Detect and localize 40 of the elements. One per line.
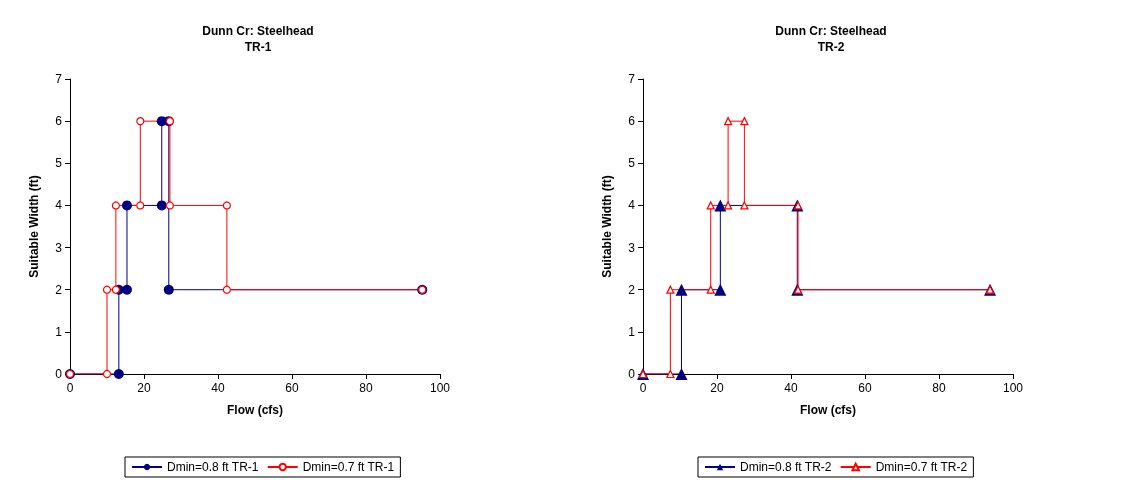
x-tick-label: 60 bbox=[858, 381, 872, 395]
chart-subtitle: TR-1 bbox=[244, 40, 272, 54]
y-tick-label: 4 bbox=[55, 198, 63, 213]
chart-subtitle: TR-2 bbox=[817, 40, 845, 54]
x-tick-label: 100 bbox=[1002, 381, 1024, 395]
y-tick-label: 5 bbox=[628, 156, 636, 171]
x-tick-label: 20 bbox=[710, 381, 724, 395]
y-tick-label: 3 bbox=[628, 240, 636, 255]
chart-title: Dunn Cr: Steelhead bbox=[775, 24, 887, 38]
x-tick-label: 60 bbox=[285, 381, 299, 395]
legend-label: Dmin=0.7 ft TR-2 bbox=[875, 460, 968, 474]
y-tick-label: 1 bbox=[55, 324, 63, 339]
legend-label: Dmin=0.8 ft TR-1 bbox=[167, 460, 259, 474]
y-tick-label: 7 bbox=[628, 72, 636, 86]
x-axis-title: Flow (cfs) bbox=[227, 403, 283, 417]
y-tick-label: 5 bbox=[55, 156, 63, 171]
y-tick-label: 6 bbox=[55, 114, 63, 129]
y-tick-label: 0 bbox=[628, 367, 636, 381]
chart-title: Dunn Cr: Steelhead bbox=[202, 24, 314, 38]
y-tick-label: 4 bbox=[628, 198, 636, 213]
y-tick-label: 0 bbox=[55, 367, 63, 381]
y-tick-label: 1 bbox=[628, 324, 636, 339]
x-tick-label: 80 bbox=[932, 381, 946, 395]
x-axis-title: Flow (cfs) bbox=[800, 403, 856, 417]
y-tick-label: 7 bbox=[55, 72, 63, 86]
y-tick-label: 3 bbox=[55, 240, 63, 255]
x-tick-label: 40 bbox=[211, 381, 225, 395]
legend-label: Dmin=0.8 ft TR-2 bbox=[740, 460, 832, 474]
x-tick-label: 100 bbox=[429, 381, 451, 395]
legend-label: Dmin=0.7 ft TR-1 bbox=[302, 460, 395, 474]
y-axis-title: Suitable Width (ft) bbox=[27, 175, 41, 278]
y-tick-label: 2 bbox=[628, 282, 636, 297]
y-tick-label: 2 bbox=[55, 282, 63, 297]
x-tick-label: 0 bbox=[66, 381, 74, 395]
x-tick-label: 40 bbox=[784, 381, 798, 395]
x-tick-label: 0 bbox=[639, 381, 647, 395]
x-tick-label: 20 bbox=[137, 381, 151, 395]
y-tick-label: 6 bbox=[628, 114, 636, 129]
x-tick-label: 80 bbox=[359, 381, 373, 395]
y-axis-title: Suitable Width (ft) bbox=[600, 175, 614, 278]
